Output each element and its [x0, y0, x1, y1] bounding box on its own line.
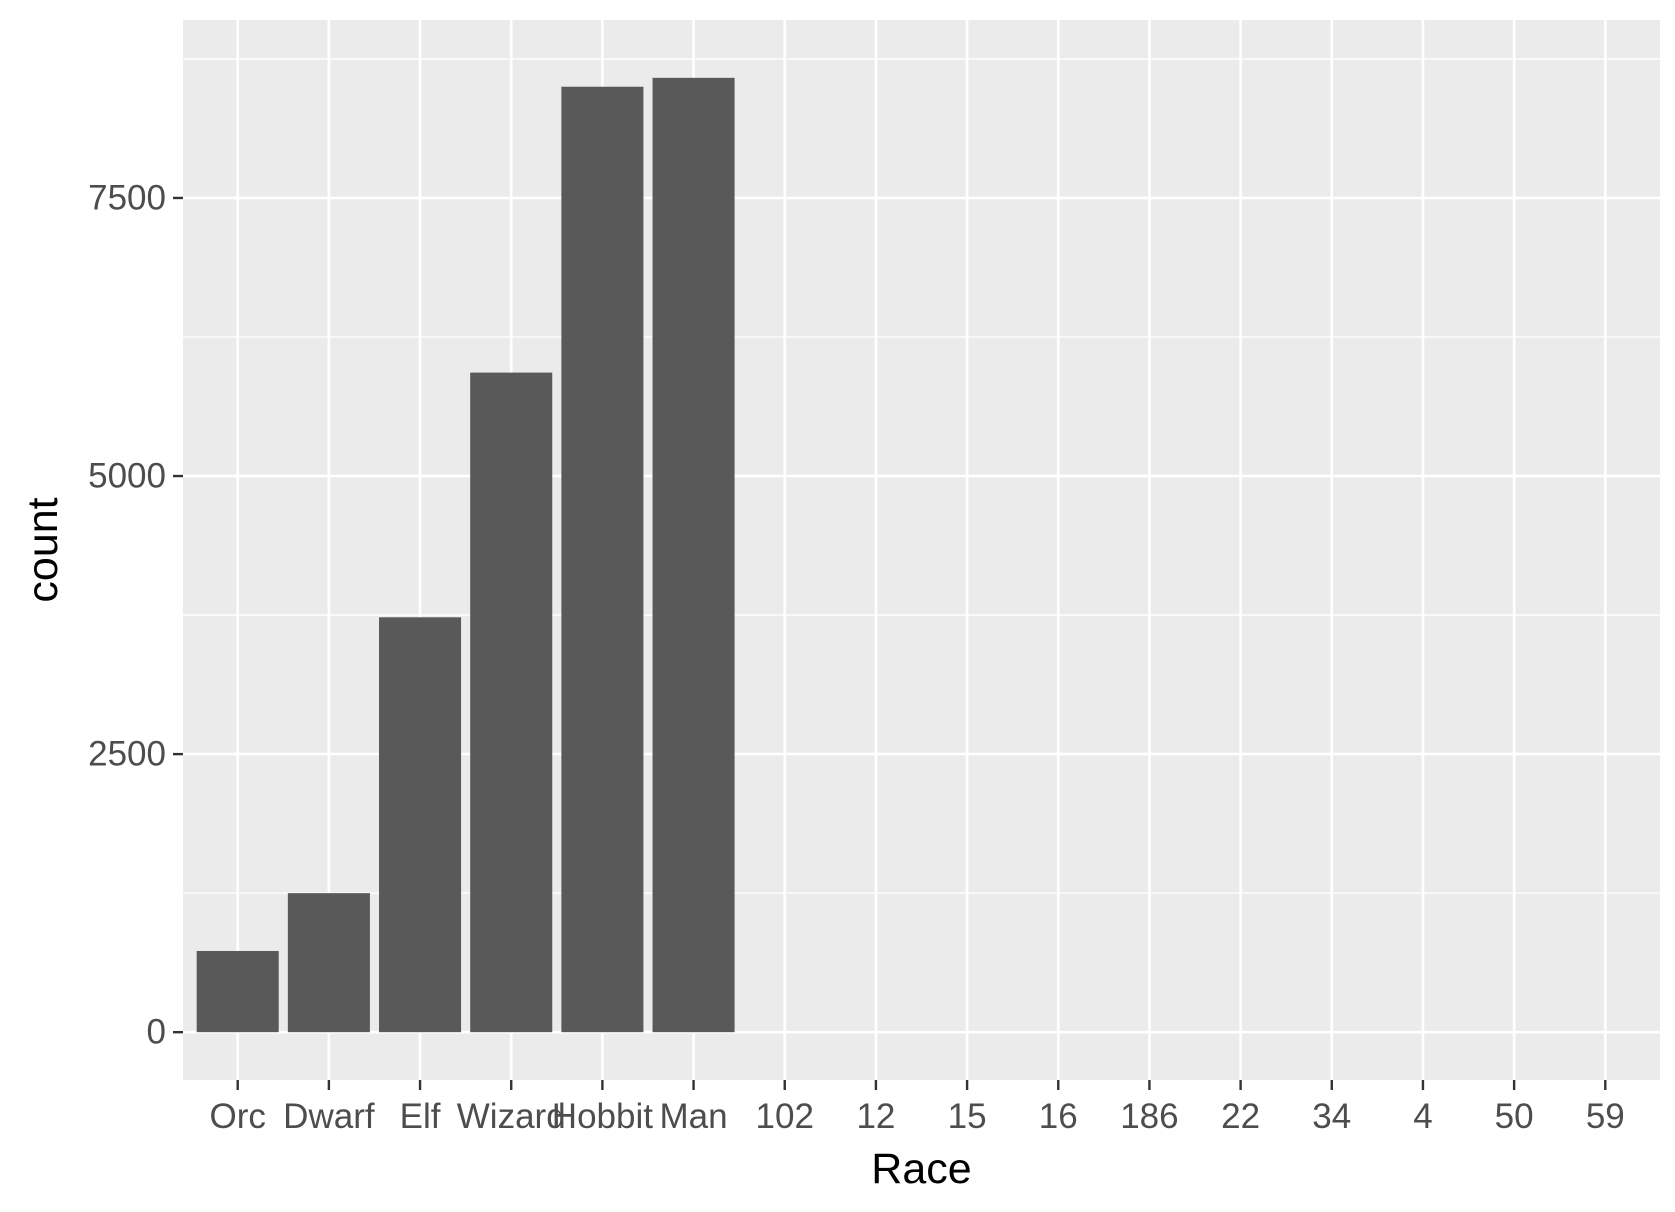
- x-tick-label: 4: [1413, 1097, 1432, 1136]
- bar-orc: [196, 950, 279, 1033]
- bar-man: [652, 77, 735, 1033]
- y-tick-label: 2500: [88, 735, 166, 774]
- x-tick-label: Elf: [400, 1097, 441, 1136]
- x-tick-label: 16: [1039, 1097, 1078, 1136]
- bar-wizard: [470, 372, 553, 1033]
- x-tick-label: Dwarf: [283, 1097, 375, 1136]
- y-axis: 0 2500 5000 7500: [88, 178, 183, 1052]
- x-tick-label: 50: [1495, 1097, 1534, 1136]
- x-tick-label: Hobbit: [552, 1097, 653, 1136]
- bar-hobbit: [561, 86, 644, 1033]
- x-tick-label: 59: [1586, 1097, 1625, 1136]
- x-tick-label: Wizard: [457, 1097, 566, 1136]
- x-tick-label: 102: [756, 1097, 814, 1136]
- bar-dwarf: [287, 893, 370, 1033]
- y-axis-title: count: [19, 497, 67, 602]
- y-tick-label: 5000: [88, 457, 166, 496]
- x-tick-label: 15: [948, 1097, 987, 1136]
- x-axis-title: Race: [871, 1145, 971, 1193]
- x-tick-label: 12: [856, 1097, 895, 1136]
- x-tick-label: 186: [1120, 1097, 1178, 1136]
- x-tick-label: 34: [1312, 1097, 1351, 1136]
- y-tick-label: 7500: [88, 178, 166, 217]
- bars-group: [196, 77, 735, 1033]
- x-tick-label: 22: [1221, 1097, 1260, 1136]
- x-tick-label: Man: [660, 1097, 728, 1136]
- x-tick-label: Orc: [210, 1097, 266, 1136]
- bar-elf: [379, 617, 462, 1033]
- y-tick-label: 0: [147, 1013, 166, 1052]
